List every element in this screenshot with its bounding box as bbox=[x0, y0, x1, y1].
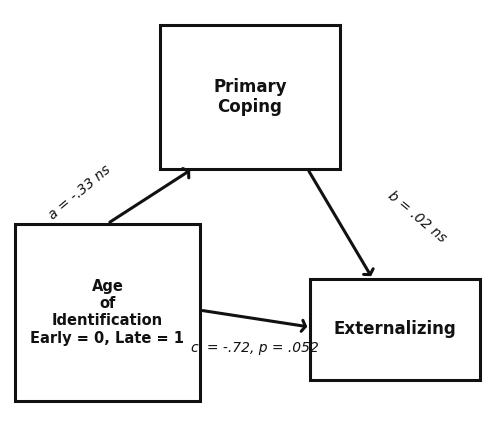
Text: Externalizing: Externalizing bbox=[334, 320, 456, 338]
Bar bbox=[310, 279, 480, 380]
Text: c' = -.72, p = .052: c' = -.72, p = .052 bbox=[191, 341, 319, 355]
Text: Primary
Coping: Primary Coping bbox=[213, 78, 287, 116]
Bar bbox=[160, 25, 340, 169]
Text: b = .02 ns: b = .02 ns bbox=[386, 189, 450, 246]
Text: a = -.33 ns: a = -.33 ns bbox=[46, 162, 114, 222]
Bar bbox=[15, 224, 200, 401]
Text: Age
of
Identification
Early = 0, Late = 1: Age of Identification Early = 0, Late = … bbox=[30, 279, 184, 346]
